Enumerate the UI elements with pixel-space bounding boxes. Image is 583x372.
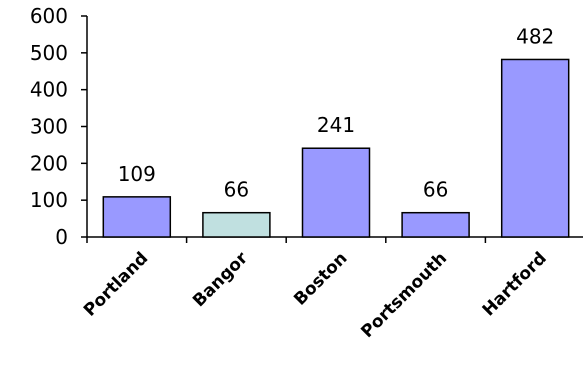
x-category-label: Boston xyxy=(290,248,351,309)
data-label: 241 xyxy=(317,113,355,137)
bar-hartford xyxy=(500,58,570,238)
y-tick-label: 100 xyxy=(30,188,68,212)
x-category-label: Portsmouth xyxy=(357,248,451,342)
y-tick-label: 300 xyxy=(30,115,68,139)
bar-boston xyxy=(301,147,371,238)
y-tick-label: 200 xyxy=(30,151,68,175)
bar-bangor xyxy=(202,211,271,238)
data-label: 66 xyxy=(423,178,448,202)
y-axis: 0 100 200 300 400 500 600 xyxy=(30,4,88,249)
data-label: 109 xyxy=(118,162,156,186)
x-category-label: Portland xyxy=(80,248,152,320)
y-tick-label: 0 xyxy=(55,225,68,249)
data-label: 66 xyxy=(224,178,249,202)
bar-portland xyxy=(102,196,172,238)
bar-portsmouth xyxy=(401,211,470,238)
bars xyxy=(102,58,570,238)
x-axis xyxy=(86,236,583,243)
y-tick-label: 500 xyxy=(30,41,68,65)
category-labels: Portland Bangor Boston Portsmouth Hartford xyxy=(80,248,551,342)
y-tick-label: 400 xyxy=(30,78,68,102)
data-labels: 109 66 241 66 482 xyxy=(118,24,555,201)
x-category-label: Bangor xyxy=(189,248,252,311)
data-label: 482 xyxy=(516,24,554,48)
y-tick-label: 600 xyxy=(30,4,68,28)
x-category-label: Hartford xyxy=(479,248,551,320)
